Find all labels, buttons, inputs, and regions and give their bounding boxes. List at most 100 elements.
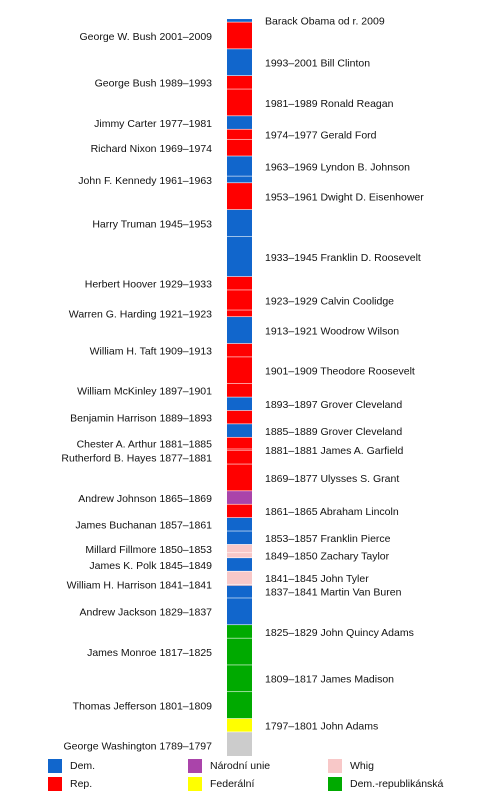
legend-swatch-rep — [48, 777, 62, 791]
legend-swatch-narodni-unie — [188, 759, 202, 773]
term-label-22: Benjamin Harrison 1889–1893 — [70, 412, 212, 424]
term-bar-21 — [227, 424, 252, 437]
term-bar-12 — [227, 544, 252, 553]
timeline-labels: George Washington 1789–1797 1797–1801 Joh… — [61, 16, 424, 753]
term-bar-13 — [227, 531, 252, 545]
legend-label-federalni: Federální — [210, 778, 255, 790]
term-label-9: 1841–1845 John Tyler — [265, 573, 369, 585]
legend-item-federalni: Federální — [188, 776, 254, 792]
legend-label-whig: Whig — [350, 760, 374, 772]
term-bar-9 — [227, 571, 252, 584]
term-label-37: 1974–1977 Gerald Ford — [265, 130, 377, 142]
legend-item-whig: Whig — [328, 758, 374, 774]
term-bar-26 — [227, 343, 252, 357]
legend-label-dem: Dem. — [70, 760, 96, 772]
term-bar-25 — [227, 357, 252, 384]
term-bar-39 — [227, 89, 252, 116]
term-bar-43 — [227, 19, 252, 22]
term-label-7: 1837–1841 Martin Van Buren — [265, 587, 402, 599]
term-label-8: William H. Harrison 1841–1841 — [67, 580, 212, 592]
term-label-2: Thomas Jefferson 1801–1809 — [73, 700, 212, 712]
term-label-6: Andrew Jackson 1829–1837 — [79, 607, 212, 619]
term-label-26: William H. Taft 1909–1913 — [90, 346, 213, 358]
term-label-11: 1849–1850 Zachary Taylor — [265, 551, 390, 563]
term-label-34: John F. Kennedy 1961–1963 — [78, 175, 212, 187]
term-label-43: Barack Obama od r. 2009 — [265, 16, 385, 28]
legend-label-dem-rep: Dem.-republikánská — [350, 778, 444, 790]
term-bar-41 — [227, 49, 252, 76]
term-bar-2 — [227, 692, 252, 719]
term-bar-8 — [227, 584, 252, 586]
term-label-3: 1809–1817 James Madison — [265, 674, 394, 686]
term-label-14: James Buchanan 1857–1861 — [75, 520, 212, 532]
legend-item-dem-rep: Dem.-republikánská — [328, 776, 443, 792]
term-bar-15 — [227, 504, 252, 518]
term-bar-23 — [227, 397, 252, 411]
term-bar-34 — [227, 176, 252, 183]
term-bar-37 — [227, 129, 252, 139]
term-label-20: Chester A. Arthur 1881–1885 — [77, 438, 213, 450]
term-label-19: 1881–1881 James A. Garfield — [265, 445, 404, 457]
term-label-28: Warren G. Harding 1921–1923 — [69, 309, 212, 321]
term-label-21: 1885–1889 Grover Cleveland — [265, 426, 402, 438]
term-label-15: 1861–1865 Abraham Lincoln — [265, 506, 399, 518]
term-label-33: 1953–1961 Dwight D. Eisenhower — [265, 192, 424, 204]
term-bar-14 — [227, 517, 252, 531]
term-label-40: George Bush 1989–1993 — [95, 78, 213, 90]
term-label-42: George W. Bush 2001–2009 — [79, 31, 212, 43]
term-label-36: Richard Nixon 1969–1974 — [91, 143, 213, 155]
legend-label-narodni-unie: Národní unie — [210, 760, 271, 772]
term-bar-0 — [227, 732, 252, 756]
term-label-32: Harry Truman 1945–1953 — [92, 218, 212, 230]
timeline-bars — [227, 19, 252, 756]
term-bar-36 — [227, 139, 252, 156]
term-bar-30 — [227, 276, 252, 290]
term-label-30: Herbert Hoover 1929–1933 — [85, 279, 212, 291]
term-bar-28 — [227, 310, 252, 317]
term-label-35: 1963–1969 Lyndon B. Johnson — [265, 161, 410, 173]
term-bar-32 — [227, 209, 252, 237]
term-bar-27 — [227, 317, 252, 344]
term-bar-17 — [227, 464, 252, 491]
term-bar-22 — [227, 410, 252, 424]
term-label-13: 1853–1857 Franklin Pierce — [265, 533, 391, 545]
term-label-29: 1923–1929 Calvin Coolidge — [265, 295, 394, 307]
legend-item-rep: Rep. — [48, 776, 92, 792]
term-bar-16 — [227, 491, 252, 504]
term-bar-20 — [227, 437, 252, 449]
term-bar-6 — [227, 598, 252, 625]
term-bar-24 — [227, 384, 252, 397]
term-label-38: Jimmy Carter 1977–1981 — [94, 118, 212, 130]
legend-label-rep: Rep. — [70, 778, 93, 790]
term-bar-35 — [227, 156, 252, 176]
legend-swatch-dem-rep — [328, 777, 342, 791]
term-bar-11 — [227, 553, 252, 558]
term-label-23: 1893–1897 Grover Cleveland — [265, 399, 402, 411]
term-bar-42 — [227, 22, 252, 49]
term-bar-38 — [227, 116, 252, 129]
term-bar-18 — [227, 450, 252, 464]
term-bar-10 — [227, 558, 252, 571]
term-bar-19 — [227, 449, 252, 451]
term-label-31: 1933–1945 Franklin D. Roosevelt — [265, 252, 421, 264]
legend-swatch-federalni — [188, 777, 202, 791]
term-bar-4 — [227, 638, 252, 665]
legend: Dem. Rep. Národní unie Federální Whig De… — [0, 756, 480, 800]
term-label-5: 1825–1829 John Quincy Adams — [265, 627, 414, 639]
term-label-18: Rutherford B. Hayes 1877–1881 — [61, 453, 212, 465]
term-bar-40 — [227, 75, 252, 89]
term-label-16: Andrew Johnson 1865–1869 — [78, 493, 212, 505]
term-bar-7 — [227, 584, 252, 598]
presidents-timeline-chart: George Washington 1789–1797 1797–1801 Joh… — [61, 16, 424, 756]
legend-item-narodni-unie: Národní unie — [188, 758, 270, 774]
term-bar-5 — [227, 625, 252, 638]
term-bar-1 — [227, 718, 252, 732]
term-label-4: James Monroe 1817–1825 — [87, 647, 212, 659]
term-label-39: 1981–1989 Ronald Reagan — [265, 98, 394, 110]
term-bar-29 — [227, 290, 252, 310]
term-label-27: 1913–1921 Woodrow Wilson — [265, 325, 399, 337]
term-label-0: George Washington 1789–1797 — [64, 741, 213, 753]
legend-item-dem: Dem. — [48, 758, 95, 774]
term-label-25: 1901–1909 Theodore Roosevelt — [265, 366, 415, 378]
term-bar-33 — [227, 183, 252, 210]
